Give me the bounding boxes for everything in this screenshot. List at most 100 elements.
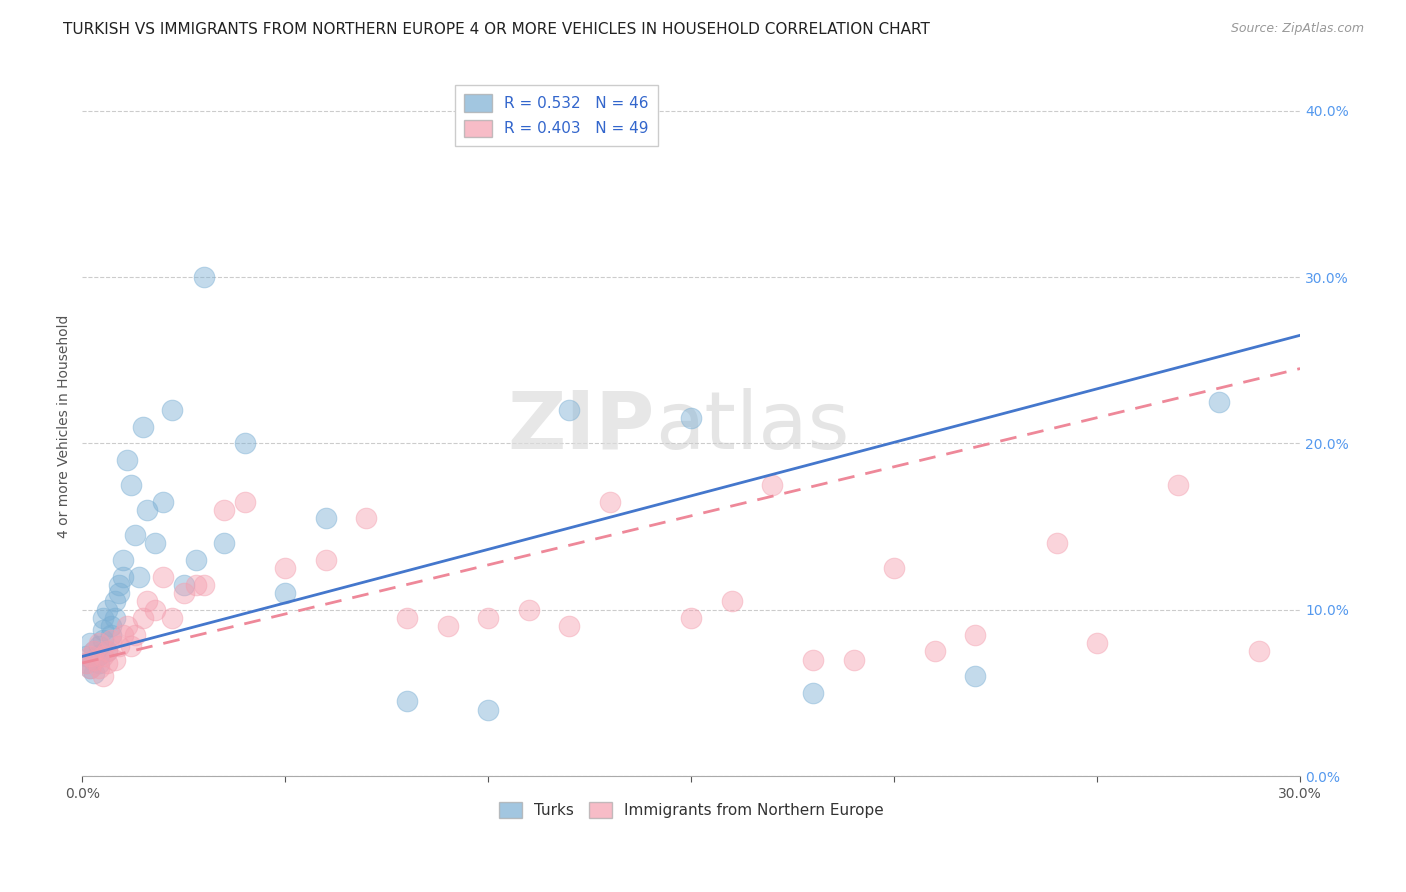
Point bbox=[115, 619, 138, 633]
Point bbox=[599, 494, 621, 508]
Point bbox=[436, 619, 458, 633]
Point bbox=[87, 636, 110, 650]
Point bbox=[79, 636, 101, 650]
Point bbox=[108, 640, 131, 654]
Point bbox=[924, 644, 946, 658]
Point bbox=[87, 661, 110, 675]
Point bbox=[132, 611, 155, 625]
Point bbox=[136, 594, 159, 608]
Point bbox=[128, 569, 150, 583]
Point bbox=[100, 619, 122, 633]
Point bbox=[115, 453, 138, 467]
Point bbox=[681, 611, 703, 625]
Point bbox=[120, 478, 142, 492]
Point bbox=[233, 436, 256, 450]
Point bbox=[79, 661, 101, 675]
Point bbox=[274, 561, 297, 575]
Point bbox=[104, 611, 127, 625]
Point bbox=[517, 603, 540, 617]
Point bbox=[214, 503, 236, 517]
Point bbox=[173, 586, 195, 600]
Point bbox=[761, 478, 783, 492]
Point bbox=[91, 669, 114, 683]
Point bbox=[193, 270, 215, 285]
Point bbox=[87, 648, 110, 662]
Point bbox=[83, 666, 105, 681]
Point bbox=[79, 649, 101, 664]
Point bbox=[100, 632, 122, 647]
Point bbox=[104, 653, 127, 667]
Point bbox=[75, 649, 97, 664]
Point bbox=[1045, 536, 1067, 550]
Point bbox=[477, 611, 499, 625]
Point bbox=[1167, 478, 1189, 492]
Point bbox=[1208, 395, 1230, 409]
Point bbox=[801, 653, 824, 667]
Point bbox=[91, 649, 114, 664]
Point bbox=[79, 661, 101, 675]
Point bbox=[83, 644, 105, 658]
Text: Source: ZipAtlas.com: Source: ZipAtlas.com bbox=[1230, 22, 1364, 36]
Point bbox=[173, 578, 195, 592]
Point bbox=[233, 494, 256, 508]
Point bbox=[152, 569, 174, 583]
Point bbox=[1249, 644, 1271, 658]
Point bbox=[120, 640, 142, 654]
Point bbox=[91, 632, 114, 647]
Point bbox=[315, 511, 337, 525]
Point bbox=[842, 653, 865, 667]
Point bbox=[87, 656, 110, 670]
Point bbox=[111, 569, 134, 583]
Point bbox=[87, 640, 110, 654]
Point bbox=[108, 578, 131, 592]
Point bbox=[96, 603, 118, 617]
Point bbox=[681, 411, 703, 425]
Point bbox=[136, 503, 159, 517]
Point bbox=[96, 656, 118, 670]
Point bbox=[274, 586, 297, 600]
Text: atlas: atlas bbox=[655, 388, 849, 466]
Point bbox=[83, 653, 105, 667]
Text: TURKISH VS IMMIGRANTS FROM NORTHERN EUROPE 4 OR MORE VEHICLES IN HOUSEHOLD CORRE: TURKISH VS IMMIGRANTS FROM NORTHERN EURO… bbox=[63, 22, 931, 37]
Point bbox=[184, 578, 207, 592]
Point bbox=[801, 686, 824, 700]
Point bbox=[214, 536, 236, 550]
Point bbox=[883, 561, 905, 575]
Point bbox=[83, 644, 105, 658]
Point bbox=[108, 586, 131, 600]
Point bbox=[356, 511, 378, 525]
Point bbox=[75, 656, 97, 670]
Point bbox=[965, 628, 987, 642]
Point bbox=[152, 494, 174, 508]
Point bbox=[104, 594, 127, 608]
Point bbox=[160, 611, 183, 625]
Point bbox=[143, 603, 166, 617]
Point bbox=[91, 623, 114, 637]
Point bbox=[1085, 636, 1108, 650]
Point bbox=[160, 403, 183, 417]
Point bbox=[83, 653, 105, 667]
Point bbox=[96, 644, 118, 658]
Point bbox=[184, 553, 207, 567]
Point bbox=[965, 669, 987, 683]
Point bbox=[193, 578, 215, 592]
Point bbox=[111, 553, 134, 567]
Text: ZIP: ZIP bbox=[508, 388, 655, 466]
Legend: Turks, Immigrants from Northern Europe: Turks, Immigrants from Northern Europe bbox=[492, 797, 890, 824]
Point bbox=[124, 528, 146, 542]
Point bbox=[124, 628, 146, 642]
Point bbox=[132, 419, 155, 434]
Y-axis label: 4 or more Vehicles in Household: 4 or more Vehicles in Household bbox=[58, 315, 72, 539]
Point bbox=[395, 611, 418, 625]
Point bbox=[558, 619, 581, 633]
Point bbox=[111, 628, 134, 642]
Point bbox=[75, 656, 97, 670]
Point bbox=[477, 703, 499, 717]
Point bbox=[720, 594, 742, 608]
Point bbox=[558, 403, 581, 417]
Point bbox=[143, 536, 166, 550]
Point bbox=[315, 553, 337, 567]
Point bbox=[91, 611, 114, 625]
Point bbox=[395, 694, 418, 708]
Point bbox=[96, 644, 118, 658]
